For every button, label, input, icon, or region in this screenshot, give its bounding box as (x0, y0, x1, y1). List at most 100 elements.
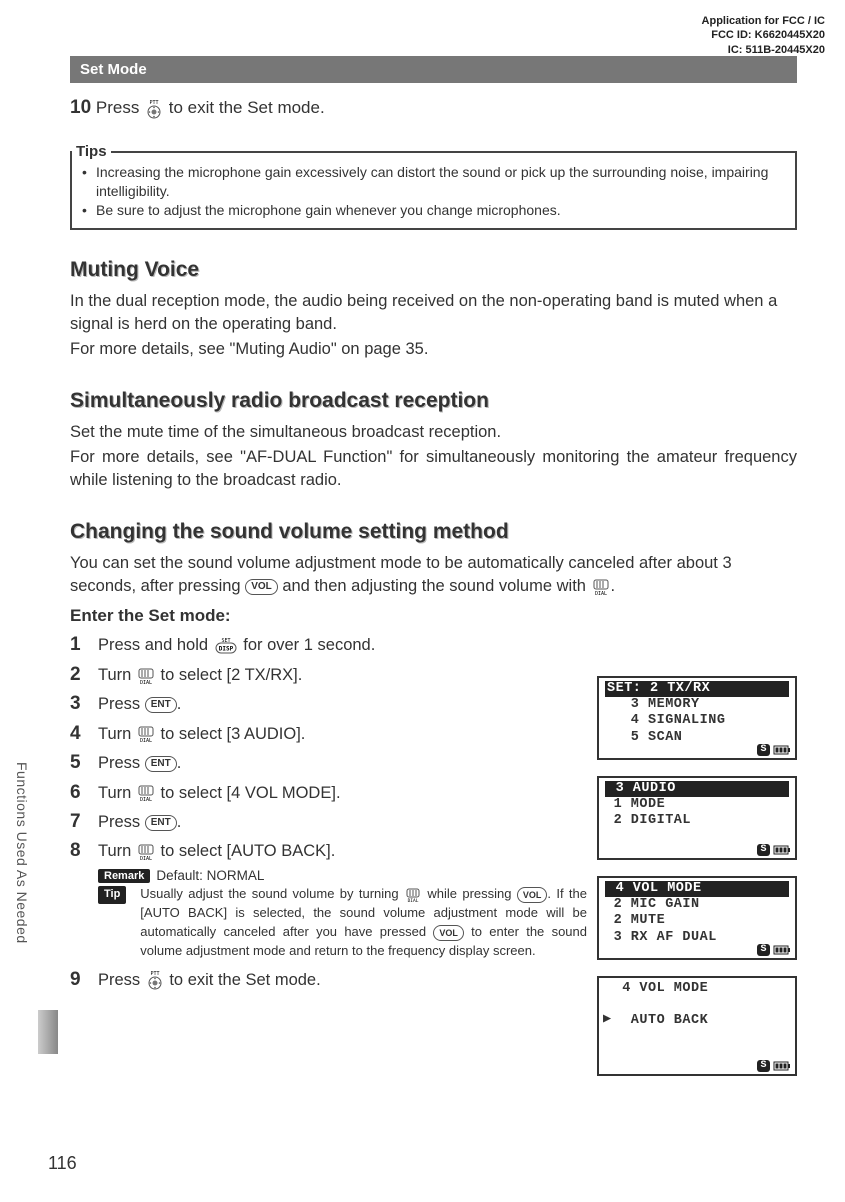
s-badge-icon: S (757, 844, 770, 856)
step-num: 9 (70, 965, 98, 994)
lcd2-r2: 2 DIGITAL (605, 813, 789, 829)
step-num: 4 (70, 719, 98, 748)
heading-changing: Changing the sound volume setting method (70, 520, 797, 544)
step-number: 10 (70, 97, 91, 118)
vol-key-icon: VOL (433, 925, 464, 941)
dial-icon: DIAL (404, 887, 422, 903)
remark-badge: Remark (98, 869, 150, 883)
lcd1-r1: 3 MEMORY (605, 697, 789, 713)
step-text: to select [2 TX/RX]. (156, 666, 302, 684)
tips-box: •Increasing the microphone gain excessiv… (70, 151, 797, 230)
lcd3-header: 4 VOL MODE (605, 881, 789, 897)
simul-p1: Set the mute time of the simultaneous br… (70, 421, 797, 444)
pointer-icon: ▶ (603, 1012, 612, 1028)
step-num: 1 (70, 630, 98, 659)
side-tab-marker (38, 1010, 58, 1054)
simul-p2: For more details, see "AF-DUAL Function"… (70, 446, 797, 492)
header-line-3: IC: 511B-20445X20 (702, 43, 825, 57)
ent-key-icon: ENT (145, 697, 177, 713)
step-text: Press and hold (98, 636, 213, 654)
changing-p1b: and then adjusting the sound volume with (278, 577, 591, 595)
lcd3-r1: 2 MIC GAIN (605, 897, 789, 913)
s-badge-icon: S (757, 944, 770, 956)
header-line-1: Application for FCC / IC (702, 14, 825, 28)
svg-text:DIAL: DIAL (408, 898, 419, 903)
step-10-line: 10 Press PTT to exit the Set mode. (70, 97, 797, 119)
lcd-4: 4 VOL MODE ▶ AUTO BACK S (597, 976, 797, 1076)
tips-text-1: Increasing the microphone gain excessive… (96, 163, 785, 201)
tips-title: Tips (72, 143, 111, 160)
svg-text:DIAL: DIAL (140, 797, 152, 802)
dial-icon: DIAL (136, 784, 156, 802)
lcd4-r1: 4 VOL MODE (605, 981, 789, 997)
step-text: . (177, 813, 182, 831)
battery-icon (773, 945, 791, 955)
step-text: to select [4 VOL MODE]. (156, 784, 341, 802)
tips-bullet-2: •Be sure to adjust the microphone gain w… (82, 201, 785, 220)
step-text: Press (98, 754, 145, 772)
bullet-dot: • (82, 201, 96, 220)
battery-icon (773, 745, 791, 755)
tip-b: while pressing (422, 886, 517, 901)
muting-p2: For more details, see "Muting Audio" on … (70, 338, 797, 361)
step-text: to select [AUTO BACK]. (156, 842, 335, 860)
page-number: 116 (48, 1153, 77, 1174)
tips-section: Tips •Increasing the microphone gain exc… (70, 133, 797, 230)
lcd4-r2: AUTO BACK (605, 1013, 789, 1029)
dial-icon: DIAL (136, 725, 156, 743)
step-text: Press (98, 695, 145, 713)
tips-bullet-1: •Increasing the microphone gain excessiv… (82, 163, 785, 201)
step-text: to select [3 AUDIO]. (156, 725, 305, 743)
ent-key-icon: ENT (145, 815, 177, 831)
svg-text:DIAL: DIAL (140, 680, 152, 685)
disp-key-icon: SETDISP (213, 637, 239, 655)
step-num: 6 (70, 778, 98, 807)
step-num: 5 (70, 748, 98, 777)
step-text-b: to exit the Set mode. (164, 98, 325, 117)
step-text: for over 1 second. (239, 636, 376, 654)
vol-key-icon: VOL (245, 579, 278, 595)
svg-text:DIAL: DIAL (140, 856, 152, 861)
step-text: . (177, 754, 182, 772)
dial-icon: DIAL (136, 667, 156, 685)
svg-text:PTT: PTT (150, 971, 159, 977)
lcd-screenshots: SET: 2 TX/RX 3 MEMORY 4 SIGNALING 5 SCAN… (597, 676, 797, 1092)
lcd1-header: SET: 2 TX/RX (605, 681, 789, 697)
lcd-2: 3 AUDIO 1 MODE 2 DIGITAL S (597, 776, 797, 860)
enter-set-mode-label: Enter the Set mode: (70, 606, 797, 626)
lcd1-r2: 4 SIGNALING (605, 713, 789, 729)
remark-text: Default: NORMAL (156, 868, 264, 883)
ent-key-icon: ENT (145, 756, 177, 772)
lcd-1: SET: 2 TX/RX 3 MEMORY 4 SIGNALING 5 SCAN… (597, 676, 797, 760)
step-text: Press (98, 971, 145, 989)
heading-muting-voice: Muting Voice (70, 258, 797, 282)
step-num: 3 (70, 689, 98, 718)
lcd3-r2: 2 MUTE (605, 913, 789, 929)
step-text: Turn (98, 842, 136, 860)
step-text: Turn (98, 725, 136, 743)
section-bar-set-mode: Set Mode (70, 56, 797, 83)
svg-text:PTT: PTT (150, 100, 159, 106)
svg-text:DIAL: DIAL (595, 591, 607, 596)
lcd-3: 4 VOL MODE 2 MIC GAIN 2 MUTE 3 RX AF DUA… (597, 876, 797, 960)
lcd2-r1: 1 MODE (605, 797, 789, 813)
tip-a: Usually adjust the sound volume by turni… (140, 886, 404, 901)
changing-p1: You can set the sound volume adjustment … (70, 552, 797, 598)
tips-text-2: Be sure to adjust the microphone gain wh… (96, 201, 561, 220)
battery-icon (773, 1061, 791, 1071)
step-1: 1Press and hold SETDISP for over 1 secon… (70, 630, 797, 659)
step-text: Turn (98, 666, 136, 684)
step-text-a: Press (91, 98, 144, 117)
svg-text:DISP: DISP (218, 646, 233, 653)
step-text: to exit the Set mode. (165, 971, 321, 989)
header-line-2: FCC ID: K6620445X20 (702, 28, 825, 42)
lcd2-header: 3 AUDIO (605, 781, 789, 797)
vol-key-icon: VOL (517, 887, 548, 903)
svg-text:DIAL: DIAL (140, 738, 152, 743)
dial-icon: DIAL (136, 843, 156, 861)
step-text: Press (98, 813, 145, 831)
muting-p1: In the dual reception mode, the audio be… (70, 290, 797, 336)
step-num: 2 (70, 660, 98, 689)
dial-icon: DIAL (591, 578, 611, 596)
s-badge-icon: S (757, 744, 770, 756)
